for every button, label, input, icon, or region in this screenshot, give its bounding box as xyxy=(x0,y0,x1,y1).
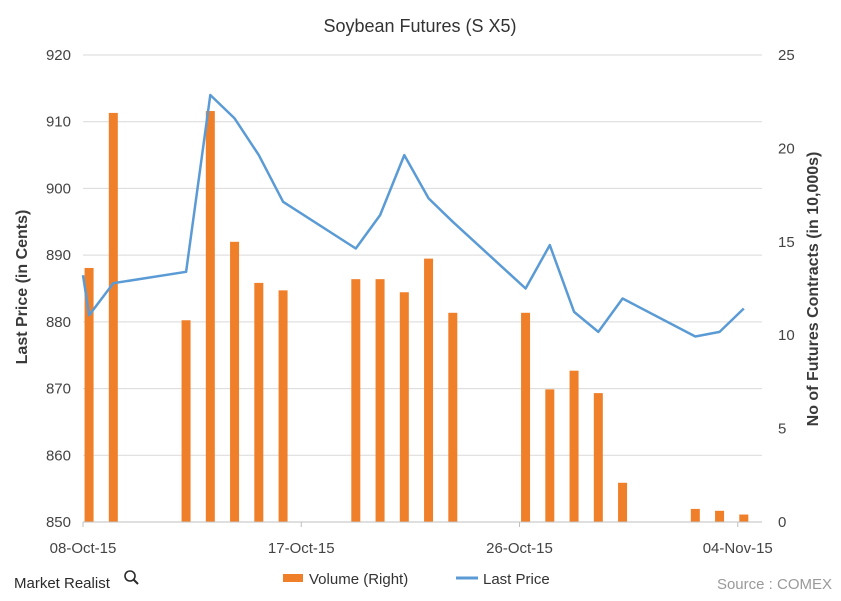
volume-bars xyxy=(84,111,749,523)
logo-text: Market Realist xyxy=(14,575,111,592)
volume-bar xyxy=(205,111,215,522)
volume-bar xyxy=(593,393,603,522)
x-tick-label: 17-Oct-15 xyxy=(268,540,335,557)
x-tick-label: 04-Nov-15 xyxy=(703,540,773,557)
source-text: Source : COMEX xyxy=(717,576,832,593)
x-tick-label: 26-Oct-15 xyxy=(486,540,553,557)
right-tick-label: 10 xyxy=(778,327,795,344)
price-line-layer xyxy=(81,93,745,338)
legend: Volume (Right) Last Price xyxy=(283,571,550,588)
volume-bar xyxy=(108,112,118,523)
volume-bar xyxy=(181,320,191,522)
left-axis-ticks: 850 860 870 880 890 900 910 920 xyxy=(46,47,71,531)
left-tick-label: 870 xyxy=(46,381,71,398)
magnifier-icon xyxy=(124,570,136,582)
market-realist-logo: Market Realist xyxy=(14,570,139,592)
volume-bar xyxy=(254,282,264,522)
legend-swatch-volume xyxy=(283,574,303,582)
left-axis-title: Last Price (in Cents) xyxy=(14,210,31,365)
volume-bar xyxy=(375,279,385,522)
volume-bar xyxy=(739,514,749,522)
magnifier-handle xyxy=(132,578,139,585)
volume-bar xyxy=(569,370,579,522)
chart-title: Soybean Futures (S X5) xyxy=(323,16,516,36)
price-line xyxy=(81,93,745,338)
left-tick-label: 920 xyxy=(46,47,71,64)
right-tick-label: 0 xyxy=(778,514,786,531)
volume-bar xyxy=(230,241,240,523)
right-tick-label: 20 xyxy=(778,140,795,157)
left-tick-label: 890 xyxy=(46,247,71,264)
volume-bar xyxy=(399,292,409,522)
volume-bar xyxy=(84,267,94,522)
volume-bar xyxy=(690,508,700,522)
volume-bar xyxy=(278,290,288,522)
volume-bar xyxy=(424,258,434,522)
right-tick-label: 15 xyxy=(778,234,795,251)
legend-label-price: Last Price xyxy=(483,571,550,588)
right-axis-ticks: 0 5 10 15 20 25 xyxy=(778,47,795,531)
volume-bar xyxy=(715,510,725,522)
volume-bar xyxy=(351,279,361,522)
left-tick-label: 880 xyxy=(46,314,71,331)
right-tick-label: 5 xyxy=(778,421,786,438)
left-tick-label: 910 xyxy=(46,114,71,131)
legend-label-volume: Volume (Right) xyxy=(309,571,408,588)
x-axis-ticks: 08-Oct-15 17-Oct-15 26-Oct-15 04-Nov-15 xyxy=(50,522,773,557)
volume-bar xyxy=(545,389,555,522)
volume-bar xyxy=(618,482,628,522)
left-tick-label: 900 xyxy=(46,180,71,197)
volume-bar xyxy=(521,312,531,522)
right-axis-title: No of Futures Contracts (in 10,000s) xyxy=(805,152,822,427)
right-tick-label: 25 xyxy=(778,47,795,64)
left-tick-label: 860 xyxy=(46,447,71,464)
left-tick-label: 850 xyxy=(46,514,71,531)
volume-bar xyxy=(448,312,458,522)
x-tick-label: 08-Oct-15 xyxy=(50,540,117,557)
